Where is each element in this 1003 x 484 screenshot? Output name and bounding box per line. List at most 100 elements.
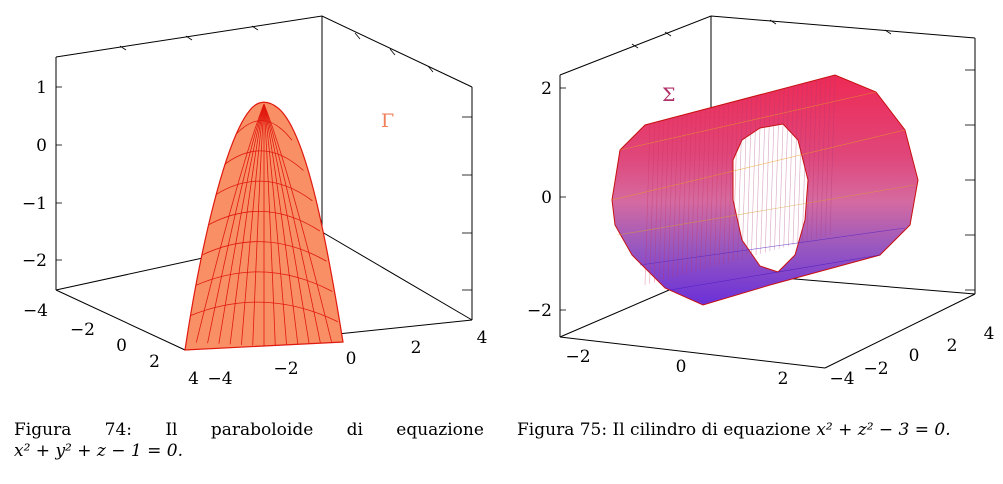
figure-75-x-tick-labels: −2 0 2 [565, 347, 788, 389]
mesh-line [644, 124, 651, 286]
mesh-line [677, 116, 683, 277]
mesh-line [617, 184, 916, 236]
z-tick-label: 2 [541, 79, 552, 99]
z-tick-label: −2 [22, 251, 47, 271]
mesh-line [764, 92, 771, 253]
caption-word: Il [165, 420, 178, 440]
mesh-line [792, 84, 799, 246]
paraboloid-surface [184, 101, 344, 351]
mesh-line [778, 88, 785, 249]
z-tick-label: −1 [22, 194, 47, 214]
mesh-line [806, 81, 813, 242]
caption-text: Figura 75: Il cilindro di equazione [517, 420, 811, 440]
mesh-line [639, 227, 906, 266]
y-tick-label: −4 [23, 301, 48, 321]
mesh-line [815, 78, 822, 239]
mesh-line [760, 93, 766, 254]
z-tick-label: 0 [36, 136, 47, 156]
mesh-line [723, 103, 729, 264]
mesh-line [769, 91, 776, 252]
figure-75-z-tick-labels: 2 0 −2 [527, 79, 552, 321]
mesh-line [820, 77, 827, 238]
caption-word: di [346, 420, 363, 440]
y-tick-label: −2 [863, 359, 888, 379]
figure-74-tick-marks [56, 25, 472, 291]
mesh-line [774, 89, 780, 251]
mesh-line [263, 103, 299, 345]
y-tick-label: 4 [188, 369, 199, 389]
mesh-line [741, 98, 748, 259]
z-tick-label: −2 [527, 301, 552, 321]
figure-75-y-tick-labels: −4 −2 0 2 4 [829, 324, 994, 389]
mesh-line [811, 79, 817, 241]
figure-75-caption: Figura 75: Il cilindro di equazione x² +… [517, 420, 997, 441]
shape-label-sigma: Σ [662, 84, 675, 106]
z-tick-label: 1 [36, 78, 47, 98]
mesh-line [746, 97, 753, 258]
caption-equation: x² + z² − 3 = 0. [816, 420, 951, 440]
shape-label-gamma: Γ [381, 110, 394, 132]
x-tick-label: −2 [565, 347, 590, 367]
mesh-line [195, 271, 333, 292]
caption-word: paraboloide [210, 420, 314, 440]
mesh-line [653, 122, 660, 283]
mesh-line [714, 106, 720, 267]
mesh-line [755, 94, 762, 256]
y-tick-label: 2 [947, 336, 958, 356]
x-tick-label: 0 [346, 349, 357, 369]
mesh-line [189, 301, 339, 323]
y-tick-label: 0 [909, 346, 920, 366]
x-tick-label: 2 [411, 338, 422, 358]
mesh-line [700, 109, 706, 271]
figure-75: 2 0 −2 −2 0 2 −4 −2 0 2 4 Σ [527, 15, 994, 389]
mesh-line [663, 119, 669, 281]
mesh-line [695, 111, 702, 272]
mesh-line [801, 82, 808, 243]
x-tick-label: −2 [273, 359, 298, 379]
mesh-line [751, 96, 757, 257]
figure-74-caption: Figura 74: Il paraboloide di equazione x… [14, 420, 484, 462]
mesh-line [263, 103, 310, 344]
mesh-line [690, 112, 697, 273]
caption-equation: x² + y² + z − 1 = 0. [14, 441, 184, 461]
mesh-line [788, 86, 794, 247]
y-tick-label: 4 [984, 324, 995, 344]
y-tick-label: 0 [116, 336, 127, 356]
mesh-line [658, 121, 665, 282]
mesh-line [201, 241, 327, 262]
z-tick-label: 0 [541, 188, 552, 208]
mesh-line [727, 102, 734, 263]
mesh-line [667, 118, 674, 279]
figure-74: 1 0 −1 −2 −4 −2 0 2 4 −4 −2 0 2 4 Γ [22, 15, 487, 389]
x-tick-label: −4 [207, 369, 232, 389]
mesh-line [718, 104, 725, 266]
mesh-line [797, 83, 803, 244]
mesh-line [672, 117, 679, 278]
x-tick-label: 0 [676, 357, 687, 377]
x-tick-label: 4 [477, 328, 488, 348]
caption-word: equazione [396, 420, 484, 440]
mesh-line [825, 76, 831, 237]
y-tick-label: −2 [70, 320, 95, 340]
figure-74-x-tick-labels: −4 −2 0 2 4 [207, 328, 487, 389]
mesh-line [783, 87, 790, 248]
mesh-line [263, 103, 333, 343]
y-tick-label: 2 [149, 352, 160, 372]
caption-line: Figura 74: Il paraboloide di equazione [14, 420, 484, 441]
caption-word: 74: [104, 420, 133, 440]
mesh-line [215, 180, 313, 202]
figure-74-z-tick-labels: 1 0 −1 −2 [22, 78, 47, 271]
mesh-line [207, 211, 321, 232]
caption-word: Figura [14, 420, 72, 440]
mesh-line [224, 150, 304, 171]
mesh-line [732, 101, 739, 262]
mesh-line [263, 103, 321, 344]
x-tick-label: 2 [778, 369, 789, 389]
mesh-line [681, 114, 688, 276]
mesh-line [649, 123, 655, 284]
mesh-line [611, 129, 906, 201]
mesh-line [686, 113, 692, 274]
mesh-line [709, 107, 716, 268]
mesh-line [619, 91, 877, 151]
figure-75-tick-marks [560, 19, 975, 311]
